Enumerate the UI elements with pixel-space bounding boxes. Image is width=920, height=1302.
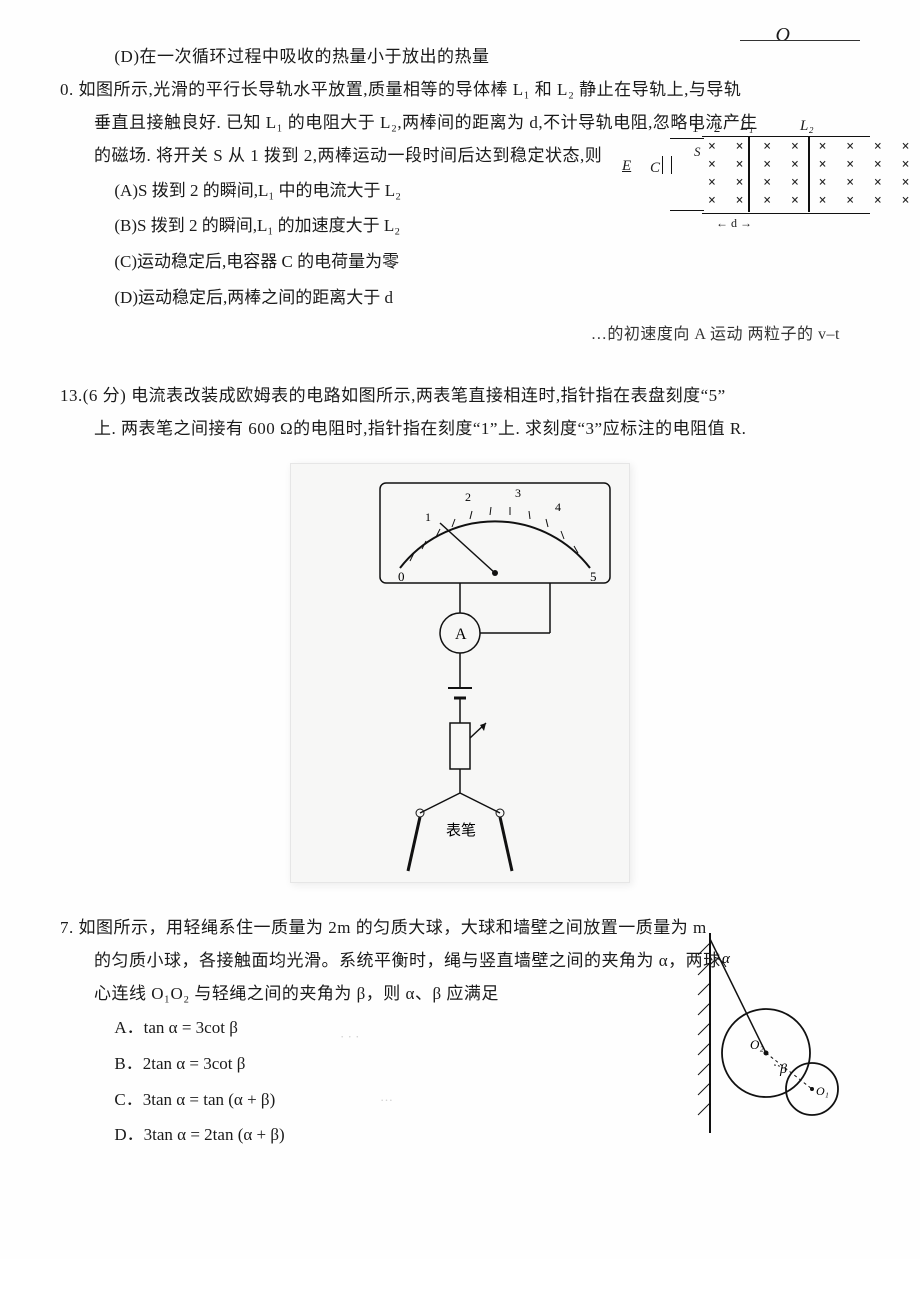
stem-text: 如图所示,光滑的平行长导轨水平放置,质量相等的导体棒 L₁ 和 L₂ 静止在导轨… xyxy=(79,80,742,99)
top-lead-wire xyxy=(670,138,704,139)
dial-tick-2: 2 xyxy=(465,490,471,504)
distance-d-label: ← d → xyxy=(716,216,752,231)
bar-l2-label: L₂ xyxy=(800,118,814,135)
stem-text: 电流表改装成欧姆表的电路如图所示,两表笔直接相连时,指针指在表盘刻度“5” xyxy=(131,386,726,405)
switch-label: S xyxy=(694,144,701,160)
q13-stem-line-1: 13.(6 分) 电流表改装成欧姆表的电路如图所示,两表笔直接相连时,指针指在表… xyxy=(60,379,860,412)
dial-tick-0: 0 xyxy=(398,569,405,584)
angle-alpha-label: α xyxy=(722,951,731,967)
print-noise: · · · xyxy=(340,1029,360,1045)
dial-tick-5: 5 xyxy=(590,569,597,584)
bottom-lead-wire xyxy=(670,210,704,211)
emf-label: E xyxy=(622,158,631,175)
page-cutoff-fragment: …的初速度向 A 运动 两粒子的 v–t xyxy=(60,319,860,350)
bar-l1-label: L₁ xyxy=(740,118,754,135)
q13-stem-line-2: 上. 两表笔之间接有 600 Ω的电阻时,指针指在刻度“1”上. 求刻度“3”应… xyxy=(60,412,860,445)
q10-option-c: (C)运动稳定后,电容器 C 的电荷量为零 xyxy=(60,244,860,280)
two-balls-svg: α β O₂ O₁ xyxy=(680,933,850,1133)
option-text: A．tan α = 3cot β xyxy=(114,1018,237,1037)
option-text: D．3tan α = 2tan (α + β) xyxy=(114,1125,284,1144)
center-o2-label: O₂ xyxy=(750,1037,764,1052)
print-noise: … xyxy=(380,1089,393,1105)
question-number: 0. xyxy=(60,80,74,99)
prev-option-d: (D)在一次循环过程中吸收的热量小于放出的热量 xyxy=(60,40,860,73)
question-7: 7. 如图所示，用轻绳系住一质量为 2m 的匀质大球，大球和墙壁之间放置一质量为… xyxy=(60,911,860,1171)
ohmmeter-figure: 0 5 2 3 4 1 xyxy=(290,463,630,883)
magnetic-field-crosses: × × × × × × × × × × × × × × × × × × × × … xyxy=(708,138,915,210)
stem-text: 如图所示，用轻绳系住一质量为 2m 的匀质大球，大球和墙壁之间放置一质量为 m xyxy=(79,918,707,937)
rheostat-icon xyxy=(450,723,470,769)
switch-positions-label: 1 2 xyxy=(692,120,726,136)
angle-beta-label: β xyxy=(779,1062,787,1077)
option-text: C．3tan α = tan (α + β) xyxy=(114,1090,275,1109)
probes-label: 表笔 xyxy=(446,822,476,839)
dial-tick-3: 3 xyxy=(515,486,521,500)
capacitor-label: C xyxy=(650,160,660,177)
exam-page: O (D)在一次循环过程中吸收的热量小于放出的热量 0. 如图所示,光滑的平行长… xyxy=(0,0,920,1259)
question-10: (D)在一次循环过程中吸收的热量小于放出的热量 0. 如图所示,光滑的平行长导轨… xyxy=(60,40,860,351)
center-o1-label: O₁ xyxy=(816,1084,829,1098)
q10-stem-line-1: 0. 如图所示,光滑的平行长导轨水平放置,质量相等的导体棒 L₁ 和 L₂ 静止… xyxy=(60,73,860,106)
option-text: B．2tan α = 3cot β xyxy=(114,1054,245,1073)
q10-option-d: (D)运动稳定后,两棒之间的距离大于 d xyxy=(60,280,860,316)
dial-tick-1: 1 xyxy=(425,510,431,524)
question-number: 7. xyxy=(60,918,74,937)
rails-circuit-figure: 1 2 S E C L₁ L₂ × × × × × × × × × × × × … xyxy=(620,126,880,246)
question-13: 13.(6 分) 电流表改装成欧姆表的电路如图所示,两表笔直接相连时,指针指在表… xyxy=(60,379,860,883)
dial-tick-4: 4 xyxy=(555,500,561,514)
capacitor-icon xyxy=(662,156,672,174)
two-balls-figure: α β O₂ O₁ xyxy=(680,933,850,1123)
question-number: 13.(6 分) xyxy=(60,386,126,405)
ohmmeter-svg: 0 5 2 3 4 1 xyxy=(290,463,630,883)
ammeter-label: A xyxy=(455,626,467,643)
